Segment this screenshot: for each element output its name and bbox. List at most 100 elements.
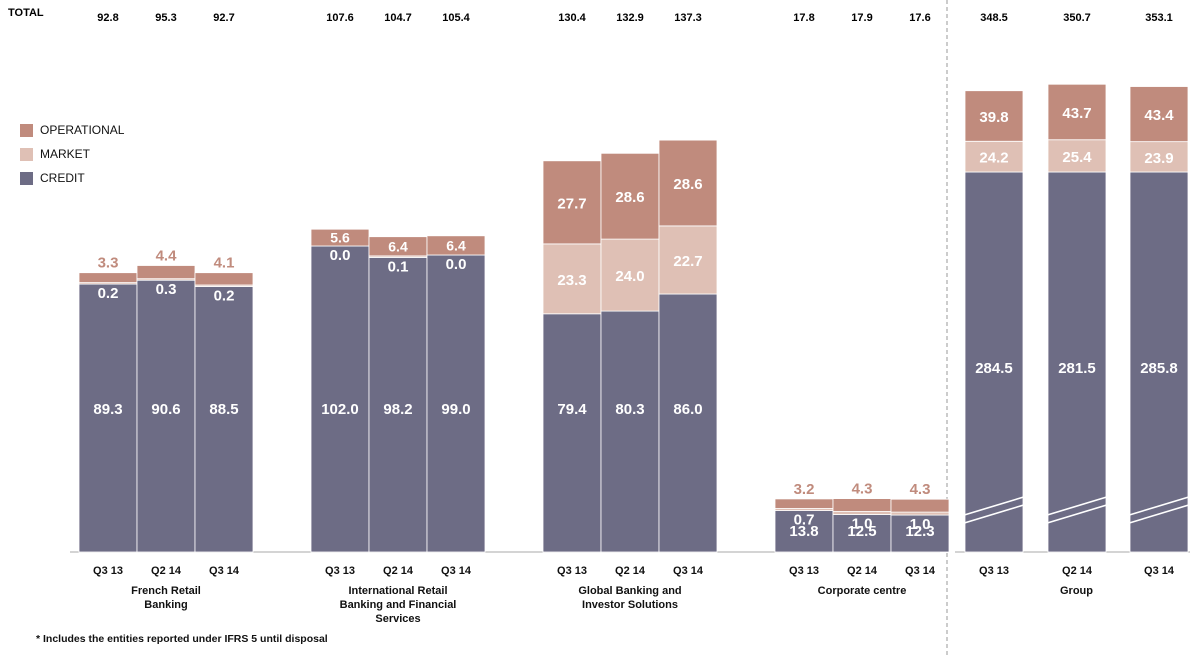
bar-segment-operational — [136, 265, 196, 280]
axis-break-mark — [1125, 503, 1193, 525]
bar-segment-credit — [542, 313, 602, 553]
bar-segment-credit — [774, 510, 834, 553]
axis-break-mark — [960, 495, 1028, 517]
bar-segment-credit — [1129, 171, 1189, 553]
total-row-label: TOTAL — [8, 7, 44, 19]
total-value-label: 17.9 — [851, 12, 872, 24]
data-label-credit: 89.3 — [93, 401, 122, 418]
bar-segment-operational — [832, 498, 892, 512]
bar-segment-market — [964, 140, 1024, 173]
bar-segment-operational — [600, 152, 660, 240]
x-tick-label: Q2 14 — [1062, 565, 1093, 577]
bar-segment-operational — [78, 272, 138, 284]
data-label-credit: 79.4 — [557, 401, 587, 418]
legend-swatch-credit — [20, 171, 33, 185]
bar-segment-credit — [658, 293, 718, 553]
axis-break-mark — [1043, 503, 1111, 525]
group-label: Banking — [144, 599, 187, 611]
total-value-label: 105.4 — [442, 12, 470, 24]
legend-swatch-market — [20, 147, 33, 161]
data-label-credit: 281.5 — [1058, 360, 1096, 377]
legend-item-market: MARKET — [20, 142, 124, 166]
total-value-label: 353.1 — [1145, 12, 1173, 24]
x-tick-label: Q3 14 — [905, 565, 936, 577]
bar-segment-market — [890, 511, 950, 516]
data-label-market: 0.3 — [156, 281, 177, 298]
data-label-credit: 13.8 — [789, 523, 818, 540]
data-label-credit: 86.0 — [673, 401, 702, 418]
data-label-market: 22.7 — [673, 253, 702, 270]
x-tick-label: Q2 14 — [615, 565, 646, 577]
x-tick-label: Q2 14 — [847, 565, 878, 577]
bar-segment-market — [1047, 139, 1107, 173]
bar-segment-operational — [964, 90, 1024, 142]
group-label: Corporate centre — [818, 585, 907, 597]
data-label-credit: 12.3 — [905, 523, 934, 540]
group-label: International Retail — [348, 585, 447, 597]
data-label-market: 1.0 — [910, 516, 931, 533]
data-label-market: 0.2 — [214, 288, 235, 305]
legend: OPERATIONAL MARKET CREDIT — [20, 118, 124, 190]
bar-segment-market — [1129, 141, 1189, 173]
data-label-credit: 285.8 — [1140, 360, 1178, 377]
group-label: Services — [375, 613, 420, 625]
axis-break-mark — [960, 503, 1028, 525]
data-label-market: 23.3 — [557, 272, 586, 289]
total-value-label: 17.8 — [793, 12, 814, 24]
x-tick-label: Q3 13 — [325, 565, 355, 577]
footnote: * Includes the entities reported under I… — [36, 633, 328, 645]
x-tick-label: Q3 14 — [1144, 565, 1175, 577]
data-label-operational: 4.4 — [156, 248, 178, 265]
bar-segment-operational — [774, 498, 834, 509]
total-value-label: 95.3 — [155, 12, 176, 24]
data-label-market: 23.9 — [1144, 150, 1173, 167]
bar-segment-credit — [78, 283, 138, 553]
legend-label-credit: CREDIT — [40, 171, 85, 185]
bar-segment-operational — [1047, 83, 1107, 141]
data-label-market: 0.0 — [330, 247, 351, 264]
legend-swatch-operational — [20, 123, 33, 137]
data-label-operational: 6.4 — [446, 237, 466, 253]
bar-segment-credit — [964, 171, 1024, 553]
data-label-market: 0.1 — [388, 258, 409, 275]
data-label-operational: 3.2 — [794, 481, 815, 498]
data-label-operational: 28.6 — [673, 176, 702, 193]
total-value-label: 17.6 — [909, 12, 930, 24]
group-label: French Retail — [131, 585, 201, 597]
bar-segment-credit — [194, 286, 254, 553]
total-value-label: 130.4 — [558, 12, 586, 24]
data-label-market: 24.2 — [979, 150, 1008, 167]
data-label-operational: 39.8 — [979, 109, 1008, 126]
data-label-market: 0.7 — [794, 512, 815, 529]
data-label-operational: 5.6 — [330, 230, 350, 246]
bar-segment-credit — [890, 514, 950, 553]
data-label-operational: 4.3 — [852, 481, 873, 498]
bar-segment-credit — [368, 256, 428, 553]
data-label-credit: 88.5 — [209, 401, 238, 418]
total-value-label: 92.8 — [97, 12, 118, 24]
bar-segment-market — [832, 511, 892, 515]
bar-segment-credit — [310, 245, 370, 553]
x-tick-label: Q3 13 — [93, 565, 123, 577]
x-tick-label: Q3 13 — [557, 565, 587, 577]
total-value-label: 107.6 — [326, 12, 354, 24]
x-tick-label: Q3 14 — [673, 565, 704, 577]
total-value-label: 92.7 — [213, 12, 234, 24]
data-label-market: 25.4 — [1062, 149, 1092, 166]
bar-segment-market — [600, 238, 660, 312]
group-label: Global Banking and — [578, 585, 681, 597]
legend-label-operational: OPERATIONAL — [40, 123, 125, 137]
data-label-market: 1.0 — [852, 516, 873, 533]
data-label-operational: 27.7 — [557, 195, 586, 212]
data-label-operational: 3.3 — [98, 255, 119, 272]
total-value-label: 104.7 — [384, 12, 412, 24]
group-label: Investor Solutions — [582, 599, 678, 611]
bar-segment-credit — [600, 310, 660, 553]
bar-segment-credit — [832, 514, 892, 553]
data-label-operational: 6.4 — [388, 238, 408, 254]
data-label-operational: 28.6 — [615, 189, 644, 206]
data-label-operational: 4.1 — [214, 255, 235, 272]
total-value-label: 137.3 — [674, 12, 702, 24]
legend-label-market: MARKET — [40, 147, 91, 161]
